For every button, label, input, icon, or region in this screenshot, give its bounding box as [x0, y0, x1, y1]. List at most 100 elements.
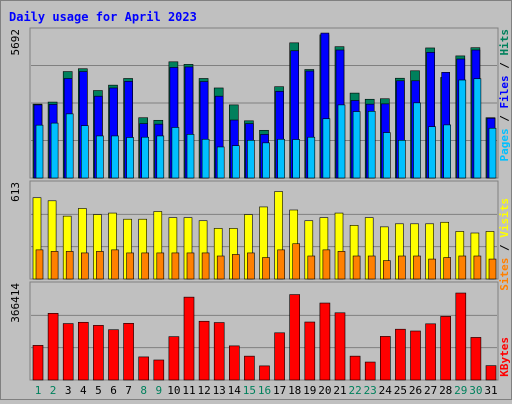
sites-bar	[443, 257, 452, 280]
kbytes-bar	[213, 322, 225, 381]
kbytes-bar	[168, 336, 180, 381]
day-label: 20	[318, 384, 331, 397]
kbytes-bar	[319, 302, 331, 381]
pages-bar	[111, 135, 119, 179]
kbytes-bar	[138, 356, 149, 381]
hits-axis-max-label: 5692	[9, 29, 22, 56]
svg-text:Pages / Files / Hits: Pages / Files / Hits	[498, 29, 511, 162]
pages-bar	[352, 111, 361, 179]
kbytes-bar	[334, 312, 346, 381]
day-label: 1	[35, 384, 42, 397]
kbytes-bar	[229, 345, 240, 381]
kbytes-bar	[32, 345, 44, 381]
day-label: 8	[140, 384, 147, 397]
kbytes-bar	[153, 359, 165, 381]
sites-bar	[50, 251, 59, 280]
day-label: 24	[379, 384, 393, 397]
pages-bar	[216, 146, 225, 179]
pages-bar	[232, 145, 240, 179]
day-label: 10	[167, 384, 180, 397]
kbytes-bar	[198, 320, 210, 381]
sites-bar	[35, 249, 44, 280]
day-label: 18	[288, 384, 301, 397]
pages-bar	[458, 79, 467, 179]
sites-bar	[307, 255, 316, 280]
sites-bar	[216, 255, 225, 280]
sites-bar	[458, 255, 467, 280]
sites-bar	[156, 252, 165, 280]
sites-bar	[171, 252, 180, 280]
sites-bar	[141, 252, 149, 280]
day-label: 6	[110, 384, 117, 397]
pages-bar	[337, 104, 346, 179]
day-label: 28	[439, 384, 452, 397]
kbytes-bar	[108, 329, 119, 381]
kbytes-bar	[425, 323, 436, 381]
pages-bar	[488, 127, 497, 179]
day-label: 14	[228, 384, 242, 397]
sites-bar	[247, 252, 255, 280]
visits-axis-max-label: 613	[9, 182, 22, 202]
day-label: 22	[348, 384, 361, 397]
sites-bar	[322, 249, 331, 280]
visits-bars	[32, 191, 497, 280]
pages-bar	[413, 102, 421, 179]
sites-bar	[201, 252, 210, 280]
pages-bar	[65, 113, 74, 179]
kbytes-bar	[259, 365, 270, 381]
legend-visits: Visits	[498, 198, 511, 238]
pages-bar	[201, 138, 210, 179]
kbytes-bar	[410, 330, 421, 381]
legend-hits: Hits	[498, 29, 511, 56]
sites-bar	[65, 251, 74, 280]
pages-bar	[307, 136, 316, 179]
day-label: 4	[80, 384, 87, 397]
legend-sites: Sites	[498, 258, 511, 291]
day-label: 11	[182, 384, 195, 397]
kbytes-bar	[364, 361, 376, 381]
day-label: 26	[409, 384, 422, 397]
pages-bar	[292, 139, 301, 179]
pages-bar	[126, 137, 134, 179]
day-label: 17	[273, 384, 286, 397]
pages-bar	[35, 124, 44, 179]
pages-bar	[398, 139, 406, 179]
legend-files: Files	[498, 75, 511, 108]
day-label: 27	[424, 384, 437, 397]
sites-bar	[488, 258, 497, 280]
pages-bar	[473, 78, 482, 179]
sites-bar	[292, 243, 301, 280]
day-label: 2	[50, 384, 57, 397]
pages-bar	[322, 118, 331, 179]
sites-bar	[352, 255, 361, 280]
svg-text:Sites / Visits: Sites / Visits	[498, 198, 511, 291]
pages-bar	[382, 132, 391, 179]
hits-legend: Pages / Files / Hits	[498, 29, 511, 162]
sites-bar	[428, 258, 436, 280]
kbytes-bar	[47, 312, 59, 381]
pages-bar	[50, 122, 59, 179]
day-label: 29	[454, 384, 467, 397]
sites-bar	[232, 254, 240, 280]
kbytes-axis-max-label: 366414	[9, 283, 22, 323]
kbytes-bar	[289, 294, 301, 381]
day-label: 30	[469, 384, 482, 397]
legend-kbytes: KBytes	[498, 337, 511, 377]
pages-bar	[81, 125, 89, 179]
pages-bar	[262, 142, 270, 179]
kbytes-bar	[395, 328, 406, 381]
day-label: 15	[243, 384, 256, 397]
day-label: 13	[213, 384, 226, 397]
kbytes-bar	[62, 323, 74, 381]
chart-title: Daily usage for April 2023	[9, 10, 197, 24]
pages-bar	[277, 138, 285, 179]
pages-bar	[171, 127, 180, 179]
kbytes-bar	[455, 292, 467, 381]
day-label: 7	[125, 384, 132, 397]
day-labels: 1 2 3 4 5 6 7 8 9 10 11 12 13 14 15 16 17 18 19 20 21 22 23 24 2…	[35, 384, 498, 397]
kbytes-bar	[485, 365, 497, 381]
sites-bar	[96, 251, 104, 280]
legend-pages: Pages	[498, 128, 511, 161]
sites-bar	[413, 255, 421, 280]
